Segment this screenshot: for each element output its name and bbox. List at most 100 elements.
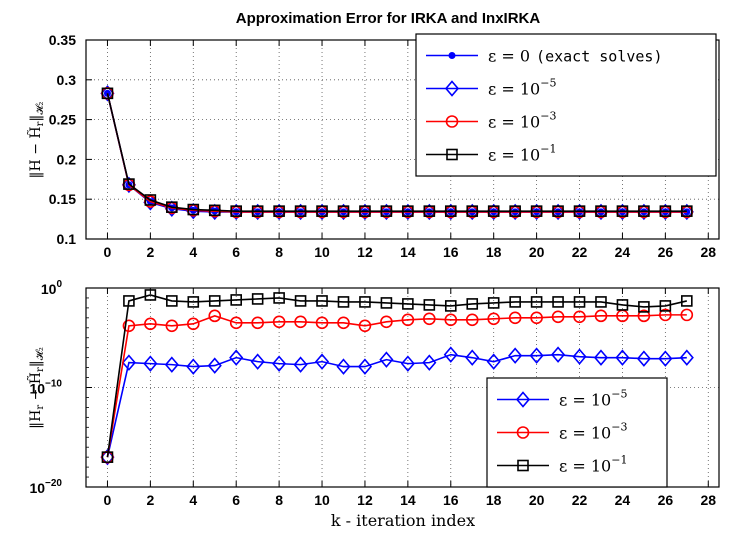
bottom-series-2-point-3 bbox=[166, 295, 178, 307]
bottom-ytick-label-0: 100 bbox=[41, 279, 63, 297]
top-series-1-point-25 bbox=[636, 203, 651, 221]
bottom-legend-exponent-1: −3 bbox=[611, 421, 627, 434]
top-grid bbox=[86, 40, 719, 239]
top-legend-exponent-1: −5 bbox=[540, 77, 556, 90]
top-xtick-label-2: 2 bbox=[146, 244, 154, 260]
top-axes-frame bbox=[85, 39, 720, 240]
bottom-legend-label-0: ε = 10−5 bbox=[559, 388, 627, 410]
top-legend-marker-1 bbox=[444, 80, 460, 97]
bottom-series-1-point-21 bbox=[551, 310, 565, 324]
bottom-xtick-label-6: 6 bbox=[232, 492, 240, 508]
top-series-3-point-6 bbox=[230, 205, 243, 217]
bottom-series-0-point-11 bbox=[336, 358, 351, 375]
top-xtick-label-24: 24 bbox=[615, 244, 631, 260]
top-series-3-point-2 bbox=[144, 194, 157, 206]
bottom-series-0-point-18 bbox=[486, 353, 501, 370]
top-series-1-point-7 bbox=[250, 203, 265, 221]
top-ytick-label-0.15: 0.15 bbox=[49, 191, 76, 207]
top-series-1-point-1 bbox=[121, 176, 136, 194]
top-legend-box bbox=[415, 33, 717, 177]
top-series-1-point-26 bbox=[658, 203, 673, 221]
bottom-series-0-point-25 bbox=[636, 350, 651, 367]
bottom-series-0-point-20 bbox=[529, 347, 544, 364]
top-xtick-label-20: 20 bbox=[529, 244, 545, 260]
bottom-legend-label-1: ε = 10−3 bbox=[559, 421, 627, 443]
bottom-series-2-point-23 bbox=[595, 296, 607, 308]
bottom-series-1-point-17 bbox=[465, 313, 479, 327]
bottom-series-1-point-15 bbox=[423, 312, 436, 326]
top-xtick-label-16: 16 bbox=[443, 244, 459, 260]
bottom-series-1-point-16 bbox=[444, 313, 458, 327]
bottom-series-line-0 bbox=[106, 353, 687, 458]
top-series-3-point-10 bbox=[316, 205, 328, 217]
bottom-series-0-point-0 bbox=[100, 448, 115, 466]
top-ytick-label-0.1: 0.1 bbox=[57, 231, 77, 247]
top-series-1-point-10 bbox=[314, 203, 330, 221]
top-series-1-point-17 bbox=[465, 203, 480, 221]
chart-title: Approximation Error for IRKA and InxIRKA bbox=[236, 10, 541, 27]
top-legend-label-0: ε = 0 (exact solves) bbox=[488, 47, 662, 66]
top-legend-label-3: ε = 10−1 bbox=[488, 143, 556, 165]
top-series-3-point-18 bbox=[487, 205, 500, 217]
top-xtick-label-6: 6 bbox=[232, 244, 240, 260]
bottom-legend-exponent-0: −5 bbox=[611, 388, 627, 401]
top-series-1-point-18 bbox=[486, 203, 501, 221]
bottom-series-1-point-8 bbox=[272, 315, 286, 329]
top-series-1-point-19 bbox=[508, 203, 523, 221]
bottom-series-1-point-2 bbox=[144, 317, 157, 331]
top-series-1-point-16 bbox=[443, 203, 458, 221]
top-ytick-label-0.2: 0.2 bbox=[57, 151, 77, 167]
bottom-series-2-point-21 bbox=[552, 296, 564, 308]
bottom-series-2-point-13 bbox=[380, 297, 393, 309]
bottom-grid bbox=[86, 288, 719, 487]
bottom-series-2-point-26 bbox=[659, 300, 672, 312]
top-series-3-point-17 bbox=[466, 205, 479, 217]
bottom-series-0-point-13 bbox=[379, 351, 394, 368]
top-series-3-point-20 bbox=[530, 205, 543, 217]
bottom-series-line-1 bbox=[106, 314, 687, 458]
top-legend-label-1: ε = 10−5 bbox=[488, 77, 556, 99]
bottom-series-2-point-15 bbox=[423, 299, 436, 311]
bottom-xtick-label-18: 18 bbox=[486, 492, 502, 508]
top-xtick-label-4: 4 bbox=[189, 244, 197, 260]
top-ticks: 0 2 4 6 8 10 12 14 16 18 20 22 24 26 280.10.150.20.250… bbox=[49, 32, 717, 260]
bottom-xtick-label-26: 26 bbox=[658, 492, 674, 508]
bottom-ytick-exponent: 0 bbox=[56, 279, 62, 290]
bottom-series-2-point-12 bbox=[359, 296, 371, 308]
bottom-series-1-point-11 bbox=[337, 316, 350, 330]
bottom-series-1-point-14 bbox=[401, 313, 415, 327]
top-series-3-point-25 bbox=[638, 205, 650, 217]
bottom-xtick-label-2: 2 bbox=[146, 492, 154, 508]
top-series-3-point-26 bbox=[659, 205, 672, 217]
bottom-series-0-point-23 bbox=[593, 349, 609, 366]
bottom-series-0-point-2 bbox=[143, 355, 158, 372]
top-series-1-point-11 bbox=[336, 203, 351, 221]
bottom-series-1-point-23 bbox=[594, 309, 608, 323]
top-legend-exponent-2: −3 bbox=[540, 110, 556, 123]
bottom-xtick-label-4: 4 bbox=[189, 492, 197, 508]
bottom-xtick-label-14: 14 bbox=[400, 492, 416, 508]
top-series-3-point-3 bbox=[166, 201, 178, 213]
bottom-series-0-point-10 bbox=[314, 353, 330, 370]
top-ylabel: ‖H − H̃r‖𝓗₂ bbox=[26, 102, 46, 179]
top-series-1-point-27 bbox=[679, 203, 694, 221]
bottom-series-2-point-22 bbox=[573, 296, 586, 308]
bottom-series-2-point-17 bbox=[466, 298, 479, 310]
bottom-series-2-point-6 bbox=[230, 294, 243, 306]
top-series-3-point-11 bbox=[337, 205, 350, 217]
bottom-series-1-point-25 bbox=[637, 309, 651, 323]
top-ytick-label-0.3: 0.3 bbox=[57, 72, 77, 88]
bottom-xtick-label-20: 20 bbox=[529, 492, 545, 508]
top-series-1-point-9 bbox=[293, 203, 308, 221]
top-ytick-label-0.35: 0.35 bbox=[49, 32, 76, 48]
top-xtick-label-8: 8 bbox=[275, 244, 283, 260]
bottom-legend-label-2: ε = 10−1 bbox=[559, 454, 627, 476]
bottom-series-0-point-5 bbox=[207, 357, 222, 374]
top-series-3-point-5 bbox=[208, 204, 221, 217]
top-legend-marker-0 bbox=[448, 52, 456, 59]
top-xtick-label-10: 10 bbox=[314, 244, 330, 260]
top-series-3-point-12 bbox=[359, 205, 371, 217]
top-legend-marker-2 bbox=[445, 115, 459, 128]
